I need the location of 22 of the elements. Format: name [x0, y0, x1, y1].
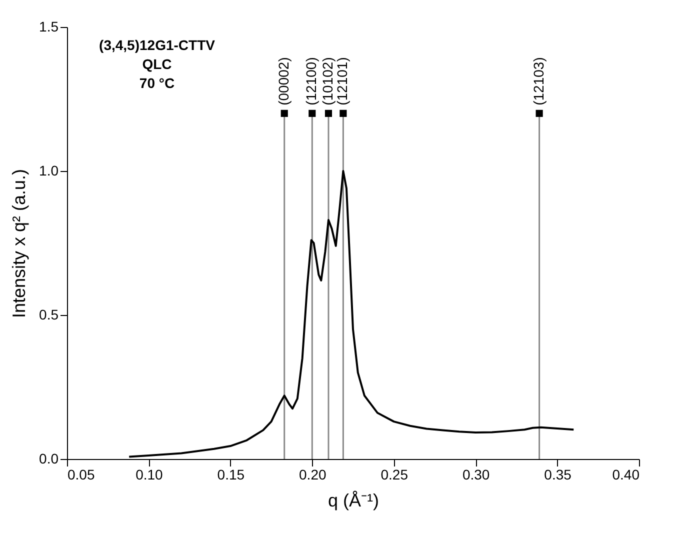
x-tick-label: 0.15: [217, 466, 245, 482]
x-tick-label: 0.10: [136, 466, 164, 482]
annotation: (12100): [303, 57, 320, 106]
x-axis-title: q (Å⁻¹): [328, 490, 379, 510]
annotation: 70 °C: [139, 75, 175, 91]
x-tick-label: 0.30: [462, 466, 490, 482]
annotation: QLC: [142, 56, 172, 72]
y-tick-label: 0.5: [39, 306, 59, 322]
x-tick-label: 0.20: [299, 466, 326, 482]
annotation: (12103): [530, 57, 546, 106]
annotation: (12101): [334, 57, 350, 106]
x-tick-label: 0.35: [544, 466, 572, 482]
y-tick-label: 1.0: [39, 162, 59, 178]
y-tick-label: 1.5: [39, 18, 59, 34]
annotation: (10102): [319, 57, 336, 106]
annotation: (00002): [275, 57, 292, 106]
x-tick-label: 0.25: [380, 466, 408, 482]
x-tick-label: 0.05: [68, 466, 95, 482]
x-tick-label: 0.40: [612, 466, 640, 482]
y-tick-label: 0.0: [39, 450, 59, 466]
annotation: (3,4,5)12G1-CTTV: [99, 37, 216, 53]
y-axis-title: Intensity x q² (a.u.): [9, 168, 30, 318]
